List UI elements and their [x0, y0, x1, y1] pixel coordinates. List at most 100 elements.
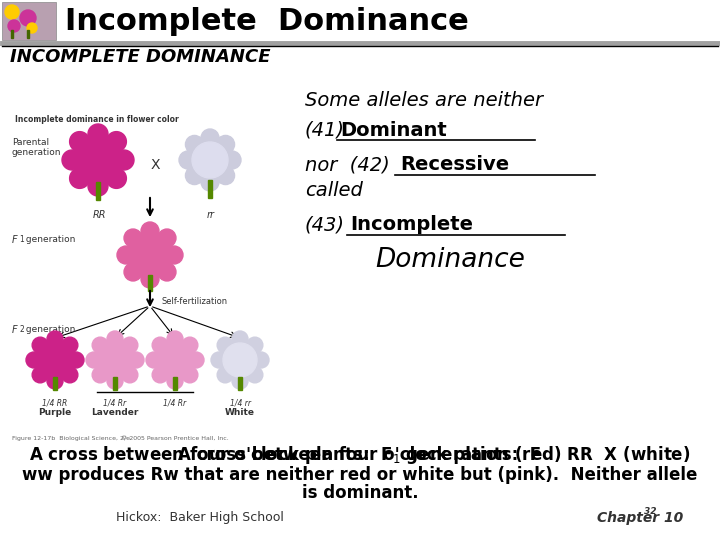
Circle shape: [167, 331, 183, 347]
Text: A cross between four o'clock plants:  F: A cross between four o'clock plants: F: [179, 446, 541, 464]
Circle shape: [32, 337, 48, 353]
Text: generation: generation: [23, 235, 76, 244]
Text: Hickox:  Baker High School: Hickox: Baker High School: [116, 511, 284, 524]
Text: called: called: [305, 180, 363, 199]
Text: Incomplete: Incomplete: [350, 215, 473, 234]
Circle shape: [182, 367, 198, 383]
Circle shape: [70, 132, 89, 152]
Text: 1/4 rr: 1/4 rr: [230, 398, 251, 407]
Text: generation: generation: [23, 325, 76, 334]
Circle shape: [114, 150, 134, 170]
Circle shape: [122, 367, 138, 383]
Bar: [2, 2, 56, 40]
Circle shape: [201, 129, 219, 147]
Circle shape: [186, 166, 204, 185]
Text: F: F: [12, 235, 17, 245]
Text: 1/4 Rr: 1/4 Rr: [163, 398, 186, 407]
Circle shape: [182, 337, 198, 353]
Circle shape: [130, 235, 170, 275]
Circle shape: [217, 166, 235, 185]
Circle shape: [201, 173, 219, 191]
Circle shape: [92, 337, 108, 353]
Circle shape: [211, 352, 227, 368]
Text: Incomplete dominance in flower color: Incomplete dominance in flower color: [15, 115, 179, 124]
Text: Chapter 10: Chapter 10: [597, 511, 683, 525]
Circle shape: [62, 150, 82, 170]
Bar: [10, 110, 285, 445]
Circle shape: [27, 23, 37, 33]
Circle shape: [179, 151, 197, 169]
Circle shape: [223, 343, 257, 377]
Circle shape: [62, 337, 78, 353]
Bar: [208, 180, 212, 198]
Text: RR: RR: [93, 210, 107, 220]
Circle shape: [68, 352, 84, 368]
Bar: [238, 377, 242, 390]
Text: 1: 1: [19, 235, 24, 244]
Circle shape: [247, 367, 263, 383]
Circle shape: [38, 343, 72, 377]
Bar: [96, 182, 100, 200]
Circle shape: [141, 270, 159, 288]
Circle shape: [107, 168, 127, 188]
Circle shape: [217, 367, 233, 383]
Text: Lavender: Lavender: [91, 408, 139, 417]
Text: ww produces Rw that are neither red or white but (pink).  Neither allele: ww produces Rw that are neither red or w…: [22, 466, 698, 484]
Circle shape: [188, 352, 204, 368]
Circle shape: [122, 337, 138, 353]
Circle shape: [47, 331, 63, 347]
Text: is dominant.: is dominant.: [302, 484, 418, 502]
Circle shape: [88, 176, 108, 196]
Text: 1/4 Rr: 1/4 Rr: [104, 398, 127, 407]
Circle shape: [5, 5, 19, 19]
Circle shape: [98, 343, 132, 377]
Text: Rr: Rr: [146, 260, 156, 269]
Circle shape: [167, 373, 183, 389]
Circle shape: [88, 124, 108, 144]
Circle shape: [86, 352, 102, 368]
Circle shape: [152, 337, 168, 353]
Circle shape: [117, 246, 135, 264]
Circle shape: [158, 229, 176, 247]
Circle shape: [124, 229, 142, 247]
Text: 32: 32: [644, 508, 656, 516]
Circle shape: [107, 373, 123, 389]
Circle shape: [124, 263, 142, 281]
Circle shape: [186, 136, 204, 153]
Circle shape: [76, 138, 120, 182]
Text: X: X: [150, 158, 160, 172]
Text: Incomplete  Dominance: Incomplete Dominance: [65, 6, 469, 36]
Bar: [148, 275, 152, 291]
Circle shape: [107, 132, 127, 152]
Bar: [173, 377, 177, 390]
Bar: [11, 30, 13, 38]
Text: Dominant: Dominant: [340, 120, 446, 139]
Text: F: F: [12, 325, 17, 335]
Text: (43): (43): [305, 215, 345, 234]
Circle shape: [217, 337, 233, 353]
Circle shape: [141, 222, 159, 240]
Circle shape: [20, 10, 36, 26]
Text: 2: 2: [19, 325, 24, 334]
Circle shape: [247, 337, 263, 353]
Circle shape: [192, 142, 228, 178]
Text: generation: generation: [12, 148, 61, 157]
Text: Purple: Purple: [38, 408, 71, 417]
Circle shape: [165, 246, 183, 264]
Text: INCOMPLETE DOMINANCE: INCOMPLETE DOMINANCE: [10, 48, 271, 66]
Bar: [27, 30, 29, 38]
Text: A cross between four o'clock plants:  F$_{1}$ generation (red) RR  X (white): A cross between four o'clock plants: F$_…: [30, 444, 690, 466]
Text: Figure 12-17b  Biological Science, 2/e: Figure 12-17b Biological Science, 2/e: [12, 436, 130, 441]
Circle shape: [217, 136, 235, 153]
Circle shape: [223, 151, 241, 169]
Circle shape: [107, 331, 123, 347]
Text: (41): (41): [305, 120, 345, 139]
Bar: [113, 377, 117, 390]
Text: Recessive: Recessive: [400, 156, 509, 174]
Text: Self-fertilization: Self-fertilization: [162, 298, 228, 307]
Circle shape: [253, 352, 269, 368]
Circle shape: [32, 367, 48, 383]
Text: Dominance: Dominance: [375, 247, 525, 273]
Text: 1/4 RR: 1/4 RR: [42, 398, 68, 407]
Circle shape: [158, 343, 192, 377]
